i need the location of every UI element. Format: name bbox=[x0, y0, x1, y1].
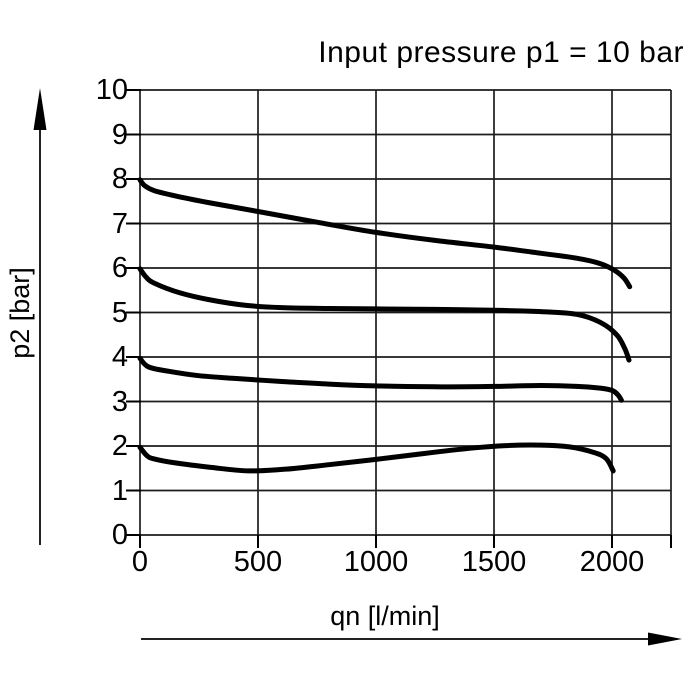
y-tick-label: 0 bbox=[111, 519, 128, 551]
x-tick-label: 1500 bbox=[461, 546, 527, 578]
y-tick-label: 9 bbox=[111, 118, 128, 151]
axis-ticks bbox=[126, 89, 672, 548]
x-axis-arrow-head bbox=[648, 632, 682, 646]
y-tick-label: 7 bbox=[111, 207, 128, 240]
y-tick-label: 8 bbox=[111, 163, 128, 195]
curve-2 bbox=[137, 266, 632, 363]
curves bbox=[137, 177, 633, 474]
axis-arrows bbox=[33, 88, 682, 646]
curve-3 bbox=[137, 355, 624, 403]
y-tick-label: 1 bbox=[111, 474, 128, 507]
y-tick-label: 3 bbox=[111, 385, 128, 418]
y-tick-label: 10 bbox=[95, 74, 128, 106]
x-axis-label: qn [l/min] bbox=[330, 601, 440, 631]
x-tick-label: 2000 bbox=[579, 546, 645, 578]
x-tick-label: 1000 bbox=[343, 546, 409, 578]
y-tick-label: 4 bbox=[111, 341, 128, 373]
y-tick-label: 5 bbox=[111, 296, 128, 329]
curve-4 bbox=[137, 442, 616, 474]
y-tick-label: 2 bbox=[111, 430, 128, 462]
chart-title: Input pressure p1 = 10 bar bbox=[318, 36, 684, 69]
y-tick-label: 6 bbox=[111, 252, 128, 284]
x-tick-label: 0 bbox=[131, 546, 149, 578]
curve-1 bbox=[137, 177, 633, 290]
y-axis-arrow-head bbox=[33, 88, 47, 130]
x-tick-label: 500 bbox=[233, 546, 283, 578]
